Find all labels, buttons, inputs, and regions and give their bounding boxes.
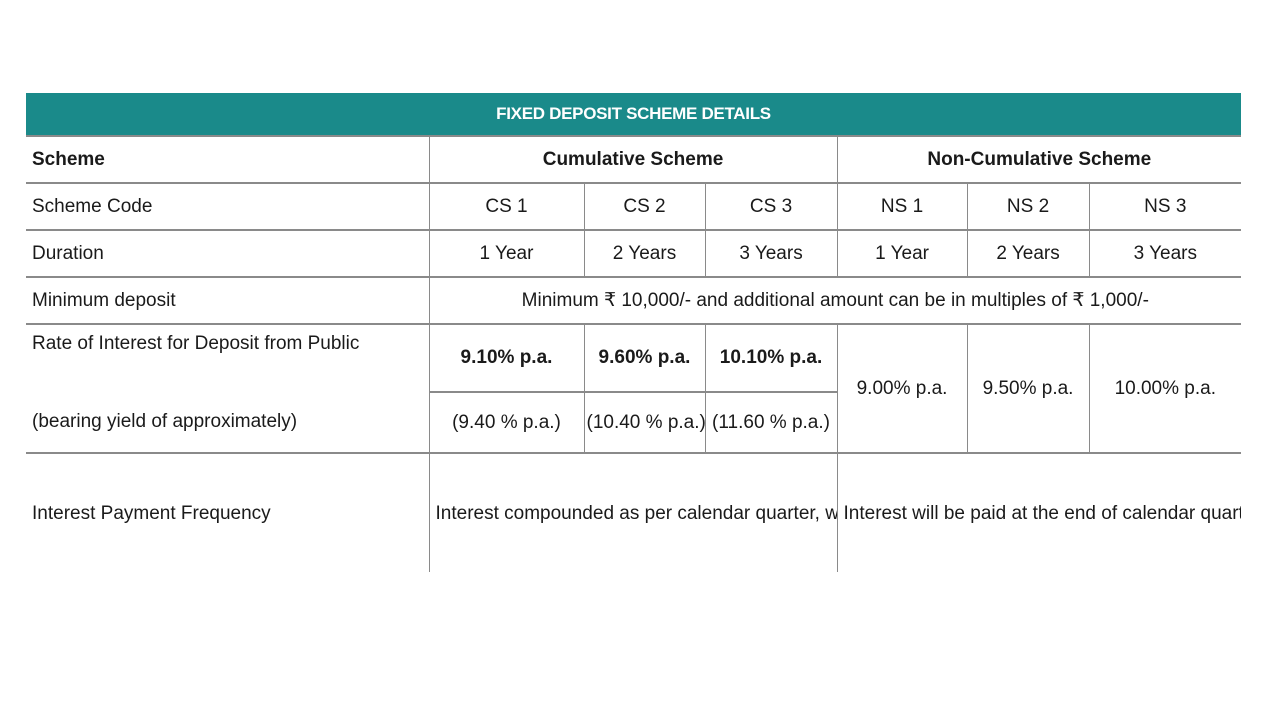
minimum-deposit-row: Minimum deposit Minimum ₹ 10,000/- and a… xyxy=(26,276,1242,324)
non-cumulative-rate-cell: 10.00% p.a. xyxy=(1088,323,1242,453)
scheme-code-cell: NS 3 xyxy=(1088,182,1242,230)
scheme-code-cell: CS 2 xyxy=(583,182,705,230)
scheme-code-label: Scheme Code xyxy=(26,182,429,230)
non-cumulative-interest-payment-text: Interest will be paid at the end of cale… xyxy=(836,452,1242,572)
duration-cell: 3 Years xyxy=(1088,229,1242,277)
interest-payment-label: Interest Payment Frequency xyxy=(26,452,429,572)
duration-row: Duration 1 Year 2 Years 3 Years 1 Year 2… xyxy=(26,229,1242,277)
scheme-code-cell: CS 1 xyxy=(428,182,584,230)
cumulative-yield-cell: (9.40 % p.a.) xyxy=(428,391,584,453)
duration-cell: 3 Years xyxy=(704,229,838,277)
scheme-code-row: Scheme Code CS 1 CS 2 CS 3 NS 1 NS 2 NS … xyxy=(26,182,1242,230)
cumulative-scheme-header: Cumulative Scheme xyxy=(428,135,838,183)
non-cumulative-scheme-header: Non-Cumulative Scheme xyxy=(836,135,1242,183)
duration-cell: 1 Year xyxy=(428,229,584,277)
duration-cell: 2 Years xyxy=(583,229,705,277)
minimum-deposit-value: Minimum ₹ 10,000/- and additional amount… xyxy=(428,276,1242,324)
non-cumulative-rate-cell: 9.50% p.a. xyxy=(966,323,1090,453)
table-title: FIXED DEPOSIT SCHEME DETAILS xyxy=(496,104,771,123)
cumulative-rate-cell: 9.10% p.a. xyxy=(428,323,584,392)
cumulative-rate-cell: 9.60% p.a. xyxy=(583,323,705,392)
rate-of-interest-label: Rate of Interest for Deposit from Public xyxy=(26,323,429,392)
non-cumulative-rate-cell: 9.00% p.a. xyxy=(836,323,968,453)
fixed-deposit-table: Scheme Cumulative Scheme Non-Cumulative … xyxy=(26,135,1242,572)
cumulative-interest-payment-text: Interest compounded as per calendar quar… xyxy=(428,452,838,572)
yield-label: (bearing yield of approximately) xyxy=(32,411,298,432)
cumulative-rate-cell: 10.10% p.a. xyxy=(704,323,838,392)
interest-payment-row: Interest Payment Frequency Interest comp… xyxy=(26,452,1242,572)
scheme-code-cell: NS 2 xyxy=(966,182,1090,230)
yield-row: (bearing yield of approximately) (9.40 %… xyxy=(26,391,1241,453)
scheme-header-label: Scheme xyxy=(26,135,429,183)
duration-cell: 2 Years xyxy=(966,229,1090,277)
duration-cell: 1 Year xyxy=(836,229,968,277)
banner-background xyxy=(26,93,1241,135)
rate-of-interest-row: Rate of Interest for Deposit from Public… xyxy=(26,323,1242,453)
table-title-banner: FIXED DEPOSIT SCHEME DETAILS xyxy=(26,93,1241,135)
header-row: Scheme Cumulative Scheme Non-Cumulative … xyxy=(26,135,1242,183)
cumulative-yield-cell: (10.40 % p.a.) xyxy=(583,391,705,453)
cumulative-yield-cell: (11.60 % p.a.) xyxy=(704,391,838,453)
duration-label: Duration xyxy=(26,229,429,277)
scheme-code-cell: NS 1 xyxy=(836,182,968,230)
minimum-deposit-label: Minimum deposit xyxy=(26,276,429,324)
scheme-code-cell: CS 3 xyxy=(704,182,838,230)
